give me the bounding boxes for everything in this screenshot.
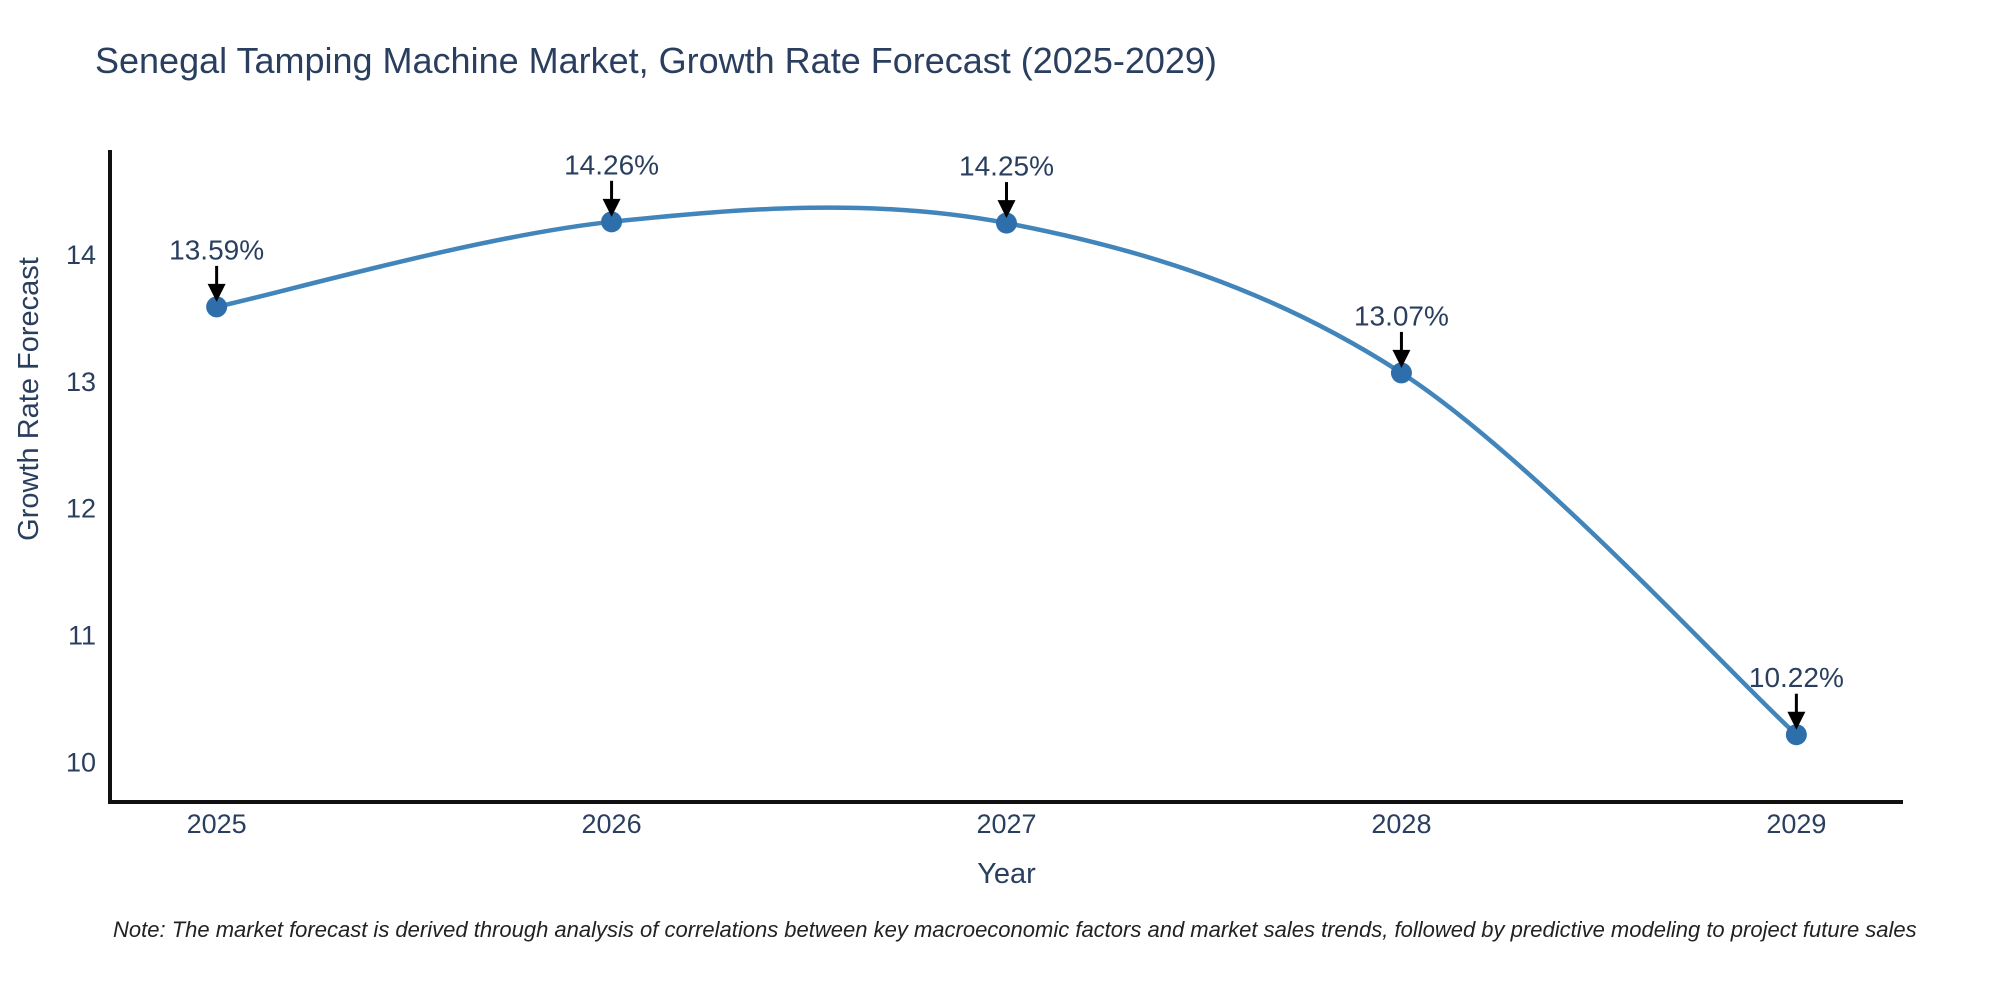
x-axis-title: Year: [977, 858, 1036, 890]
x-tick-label: 2028: [1371, 809, 1431, 839]
annotation-label: 10.22%: [1749, 662, 1844, 693]
annotation-arrowhead-icon: [207, 283, 226, 302]
annotation-label: 14.25%: [959, 151, 1054, 182]
data-point-marker: [601, 211, 623, 233]
y-tick-label: 10: [66, 748, 96, 778]
x-tick-label: 2025: [187, 809, 247, 839]
trace-line: [216, 205, 1798, 737]
annotation-label: 13.59%: [169, 234, 264, 265]
data-point-marker: [1785, 724, 1807, 746]
y-tick-label: 14: [66, 240, 96, 270]
chart-title: Senegal Tamping Machine Market, Growth R…: [95, 40, 1217, 81]
y-tick-label: 12: [66, 494, 96, 524]
x-tick-label: 2029: [1766, 809, 1826, 839]
annotation-label: 14.26%: [564, 149, 659, 180]
x-tick-label: 2027: [976, 809, 1036, 839]
annotation-label: 13.07%: [1354, 300, 1449, 331]
data-point-marker: [1390, 362, 1412, 384]
y-tick-label: 11: [68, 621, 96, 651]
annotation-arrowhead-icon: [1787, 711, 1806, 730]
annotation-arrowhead-icon: [602, 198, 621, 217]
y-tick-label: 13: [66, 367, 96, 397]
annotation-arrowhead-icon: [1392, 349, 1411, 368]
data-point-marker: [206, 296, 228, 318]
x-tick-label: 2026: [582, 809, 642, 839]
footnote: Note: The market forecast is derived thr…: [113, 917, 1917, 942]
annotation-arrowhead-icon: [997, 200, 1016, 219]
data-point-marker: [996, 212, 1017, 234]
